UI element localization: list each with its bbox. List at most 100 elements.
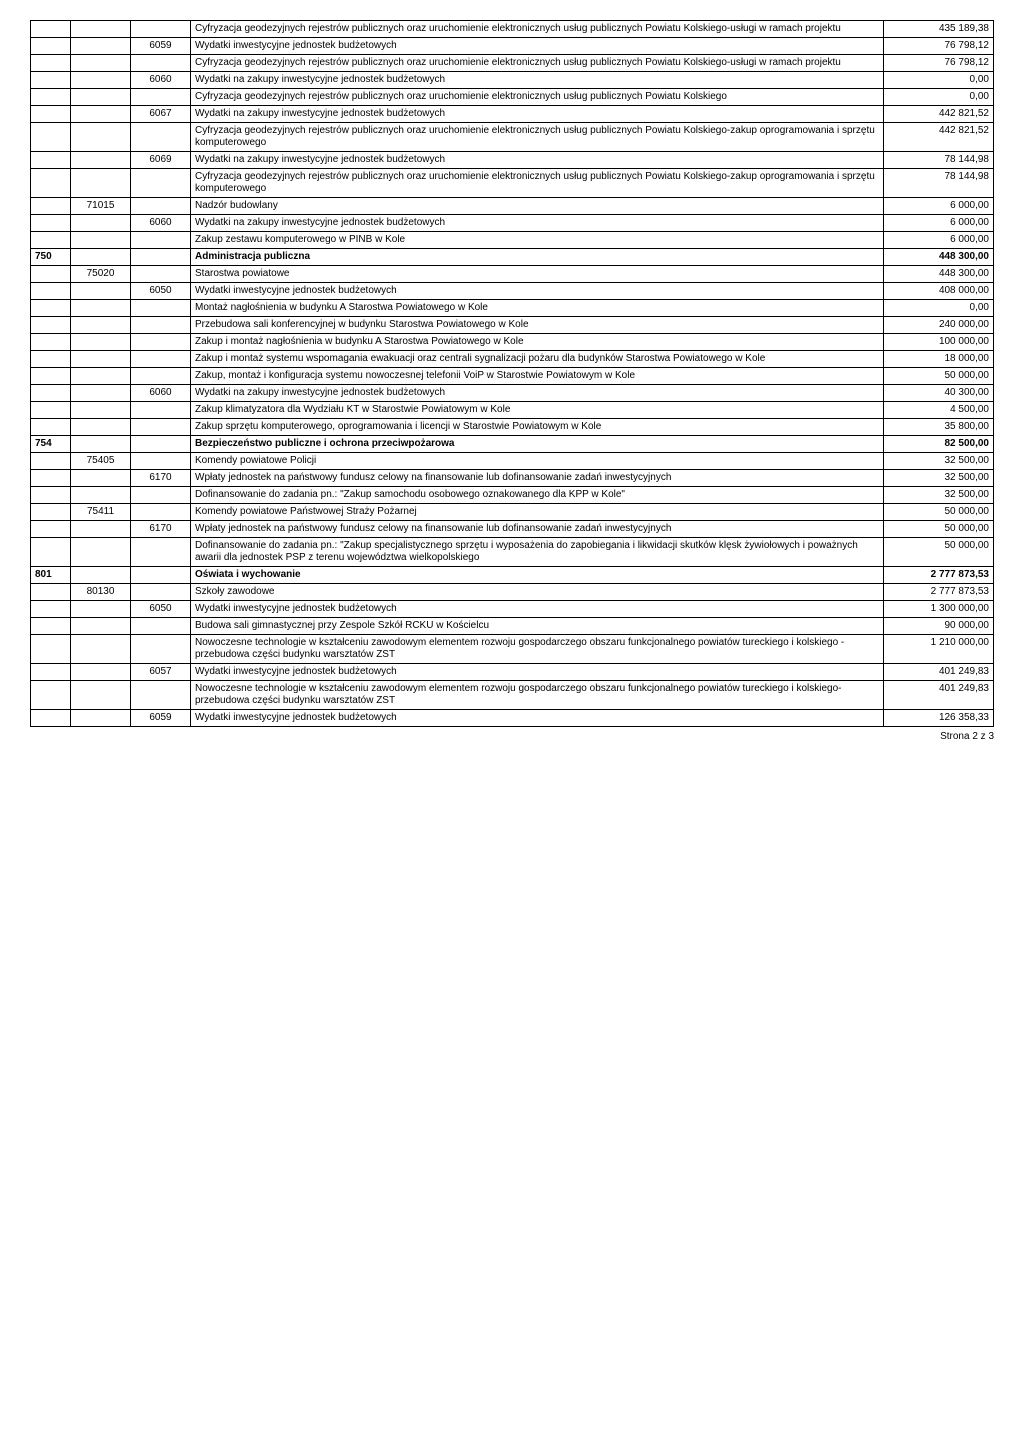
description-cell: Nowoczesne technologie w kształceniu zaw… (191, 635, 884, 664)
table-row: Zakup, montaż i konfiguracja systemu now… (31, 368, 994, 385)
description-cell: Dofinansowanie do zadania pn.: "Zakup sa… (191, 487, 884, 504)
value-cell: 76 798,12 (884, 55, 994, 72)
table-row: 6060Wydatki na zakupy inwestycyjne jedno… (31, 72, 994, 89)
table-row: 71015Nadzór budowlany6 000,00 (31, 198, 994, 215)
chapter-cell: 75020 (71, 266, 131, 283)
description-cell: Dofinansowanie do zadania pn.: "Zakup sp… (191, 538, 884, 567)
section-cell (31, 21, 71, 38)
section-cell (31, 89, 71, 106)
value-cell: 35 800,00 (884, 419, 994, 436)
section-cell (31, 123, 71, 152)
chapter-cell (71, 38, 131, 55)
table-row: Nowoczesne technologie w kształceniu zaw… (31, 635, 994, 664)
value-cell: 401 249,83 (884, 664, 994, 681)
chapter-cell (71, 89, 131, 106)
table-row: Przebudowa sali konferencyjnej w budynku… (31, 317, 994, 334)
chapter-cell (71, 232, 131, 249)
chapter-cell (71, 538, 131, 567)
chapter-cell (71, 681, 131, 710)
chapter-cell (71, 710, 131, 727)
table-row: 80130Szkoły zawodowe2 777 873,53 (31, 584, 994, 601)
table-row: 6057Wydatki inwestycyjne jednostek budże… (31, 664, 994, 681)
section-cell (31, 351, 71, 368)
description-cell: Zakup zestawu komputerowego w PINB w Kol… (191, 232, 884, 249)
value-cell: 442 821,52 (884, 123, 994, 152)
section-cell (31, 521, 71, 538)
description-cell: Komendy powiatowe Państwowej Straży Poża… (191, 504, 884, 521)
chapter-cell (71, 567, 131, 584)
paragraph-cell (131, 21, 191, 38)
section-cell: 750 (31, 249, 71, 266)
description-cell: Montaż nagłośnienia w budynku A Starostw… (191, 300, 884, 317)
paragraph-cell: 6170 (131, 521, 191, 538)
section-cell (31, 601, 71, 618)
paragraph-cell: 6069 (131, 152, 191, 169)
section-cell (31, 681, 71, 710)
chapter-cell: 75405 (71, 453, 131, 470)
description-cell: Nowoczesne technologie w kształceniu zaw… (191, 681, 884, 710)
section-cell (31, 504, 71, 521)
table-row: 75411 Komendy powiatowe Państwowej Straży… (31, 504, 994, 521)
description-cell: Wydatki inwestycyjne jednostek budżetowy… (191, 601, 884, 618)
paragraph-cell (131, 334, 191, 351)
paragraph-cell: 6060 (131, 385, 191, 402)
paragraph-cell (131, 249, 191, 266)
description-cell: Budowa sali gimnastycznej przy Zespole S… (191, 618, 884, 635)
description-cell: Przebudowa sali konferencyjnej w budynku… (191, 317, 884, 334)
paragraph-cell (131, 232, 191, 249)
section-cell (31, 152, 71, 169)
value-cell: 78 144,98 (884, 152, 994, 169)
page-footer: Strona 2 z 3 (30, 731, 994, 742)
table-row: 6050Wydatki inwestycyjne jednostek budże… (31, 601, 994, 618)
table-row: Montaż nagłośnienia w budynku A Starostw… (31, 300, 994, 317)
chapter-cell: 80130 (71, 584, 131, 601)
value-cell: 50 000,00 (884, 504, 994, 521)
value-cell: 6 000,00 (884, 198, 994, 215)
paragraph-cell: 6059 (131, 710, 191, 727)
value-cell: 32 500,00 (884, 453, 994, 470)
chapter-cell (71, 106, 131, 123)
section-cell (31, 538, 71, 567)
description-cell: Bezpieczeństwo publiczne i ochrona przec… (191, 436, 884, 453)
chapter-cell (71, 487, 131, 504)
paragraph-cell (131, 419, 191, 436)
description-cell: Wydatki inwestycyjne jednostek budżetowy… (191, 664, 884, 681)
section-cell (31, 584, 71, 601)
chapter-cell: 71015 (71, 198, 131, 215)
table-row: Cyfryzacja geodezyjnych rejestrów public… (31, 169, 994, 198)
paragraph-cell (131, 487, 191, 504)
value-cell: 435 189,38 (884, 21, 994, 38)
paragraph-cell (131, 55, 191, 72)
value-cell: 32 500,00 (884, 487, 994, 504)
table-row: 75020Starostwa powiatowe448 300,00 (31, 266, 994, 283)
chapter-cell (71, 249, 131, 266)
section-cell (31, 72, 71, 89)
paragraph-cell (131, 317, 191, 334)
description-cell: Cyfryzacja geodezyjnych rejestrów public… (191, 55, 884, 72)
description-cell: Komendy powiatowe Policji (191, 453, 884, 470)
chapter-cell: 75411 (71, 504, 131, 521)
table-row: Zakup klimatyzatora dla Wydziału KT w St… (31, 402, 994, 419)
value-cell: 2 777 873,53 (884, 567, 994, 584)
paragraph-cell: 6050 (131, 283, 191, 300)
paragraph-cell: 6067 (131, 106, 191, 123)
chapter-cell (71, 283, 131, 300)
description-cell: Cyfryzacja geodezyjnych rejestrów public… (191, 89, 884, 106)
description-cell: Zakup i montaż systemu wspomagania ewaku… (191, 351, 884, 368)
section-cell (31, 38, 71, 55)
table-row: Dofinansowanie do zadania pn.: "Zakup sp… (31, 538, 994, 567)
description-cell: Zakup i montaż nagłośnienia w budynku A … (191, 334, 884, 351)
description-cell: Wpłaty jednostek na państwowy fundusz ce… (191, 521, 884, 538)
table-row: 6170Wpłaty jednostek na państwowy fundus… (31, 470, 994, 487)
value-cell: 240 000,00 (884, 317, 994, 334)
paragraph-cell (131, 567, 191, 584)
description-cell: Wydatki inwestycyjne jednostek budżetowy… (191, 283, 884, 300)
description-cell: Cyfryzacja geodezyjnych rejestrów public… (191, 169, 884, 198)
section-cell (31, 487, 71, 504)
chapter-cell (71, 123, 131, 152)
description-cell: Wydatki inwestycyjne jednostek budżetowy… (191, 710, 884, 727)
chapter-cell (71, 215, 131, 232)
paragraph-cell (131, 169, 191, 198)
section-cell (31, 618, 71, 635)
chapter-cell (71, 436, 131, 453)
